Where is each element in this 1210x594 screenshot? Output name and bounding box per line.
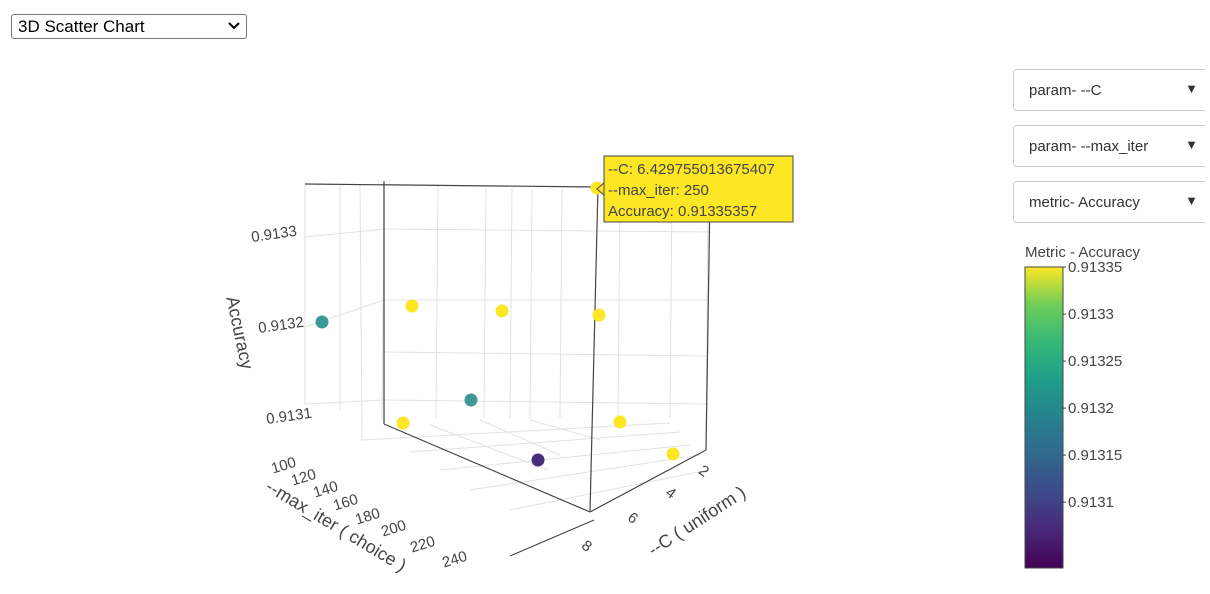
scatter-point[interactable] bbox=[464, 393, 478, 407]
tooltip-box bbox=[603, 155, 794, 223]
caret-down-icon: ▼ bbox=[1185, 193, 1198, 208]
x-axis-title: --C ( uniform ) bbox=[644, 482, 749, 560]
scatter-point[interactable] bbox=[495, 304, 509, 318]
z-axis-title: Accuracy bbox=[222, 294, 257, 371]
x-param-dropdown-label: param- --C bbox=[1029, 81, 1102, 99]
y-tick-label: 220 bbox=[408, 533, 437, 557]
caret-down-icon: ▼ bbox=[1185, 137, 1198, 152]
z-tick-label: 0.9132 bbox=[257, 314, 305, 337]
colorbar-tick-label: 0.9132 bbox=[1068, 400, 1114, 417]
chart-type-select[interactable]: 3D Scatter Chart bbox=[11, 14, 247, 39]
y-tick-label: 140 bbox=[311, 478, 340, 502]
x-tick-label: 8 bbox=[578, 537, 595, 556]
y-param-dropdown-label: param- --max_iter bbox=[1029, 137, 1149, 155]
hover-tooltip: --C: 6.429755013675407 --max_iter: 250 A… bbox=[596, 155, 794, 223]
z-tick-label: 0.9131 bbox=[265, 405, 313, 428]
metric-dropdown[interactable]: metric- Accuracy ▼ bbox=[1013, 181, 1205, 223]
scatter-point[interactable] bbox=[666, 447, 680, 461]
y-tick-label: 160 bbox=[331, 491, 360, 515]
tooltip-line-c: --C: 6.429755013675407 bbox=[608, 161, 775, 178]
colorbar-title: Metric - Accuracy bbox=[1025, 244, 1141, 261]
colorbar-tick-label: 0.91315 bbox=[1068, 447, 1122, 464]
y-tick-label: 120 bbox=[289, 466, 318, 490]
colorbar-tick-label: 0.91325 bbox=[1068, 353, 1122, 370]
y-tick-label: 240 bbox=[440, 548, 469, 572]
tooltip-line-max-iter: --max_iter: 250 bbox=[608, 182, 709, 199]
axis-lines bbox=[304, 181, 711, 557]
scatter-point[interactable] bbox=[613, 415, 627, 429]
y-tick-label: 100 bbox=[269, 454, 298, 478]
scatter-point[interactable] bbox=[396, 416, 410, 430]
scatter-point[interactable] bbox=[405, 299, 419, 313]
scatter-point[interactable] bbox=[531, 453, 545, 467]
chart-type-select-value: 3D Scatter Chart bbox=[18, 16, 145, 36]
x-param-dropdown[interactable]: param- --C ▼ bbox=[1013, 69, 1205, 111]
x-tick-label: 6 bbox=[624, 509, 641, 528]
y-param-dropdown[interactable]: param- --max_iter ▼ bbox=[1013, 125, 1205, 167]
caret-down-icon: ▼ bbox=[1185, 81, 1198, 96]
x-tick-label: 4 bbox=[662, 484, 679, 503]
scatter-point[interactable] bbox=[592, 308, 606, 322]
z-tick-label: 0.9133 bbox=[250, 223, 298, 246]
chevron-down-icon bbox=[228, 22, 240, 30]
gridlines bbox=[304, 183, 711, 511]
colorbar-tick-label: 0.9133 bbox=[1068, 306, 1114, 323]
tooltip-line-accuracy: Accuracy: 0.91335357 bbox=[608, 203, 757, 220]
y-tick-label: 200 bbox=[379, 517, 408, 541]
z-axis-ticks: 0.9131 0.9132 0.9133 bbox=[250, 223, 313, 428]
metric-dropdown-label: metric- Accuracy bbox=[1029, 193, 1140, 211]
y-tick-label: 180 bbox=[353, 505, 382, 529]
colorbar-ticks: 0.91335 0.9133 0.91325 0.9132 0.91315 0.9131 bbox=[1063, 259, 1122, 511]
colorbar bbox=[1024, 266, 1064, 569]
scatter-points bbox=[315, 181, 680, 467]
colorbar-tick-label: 0.91335 bbox=[1068, 259, 1122, 276]
scatter-point[interactable] bbox=[315, 315, 329, 329]
x-tick-label: 2 bbox=[695, 462, 712, 481]
colorbar-tick-label: 0.9131 bbox=[1068, 494, 1114, 511]
